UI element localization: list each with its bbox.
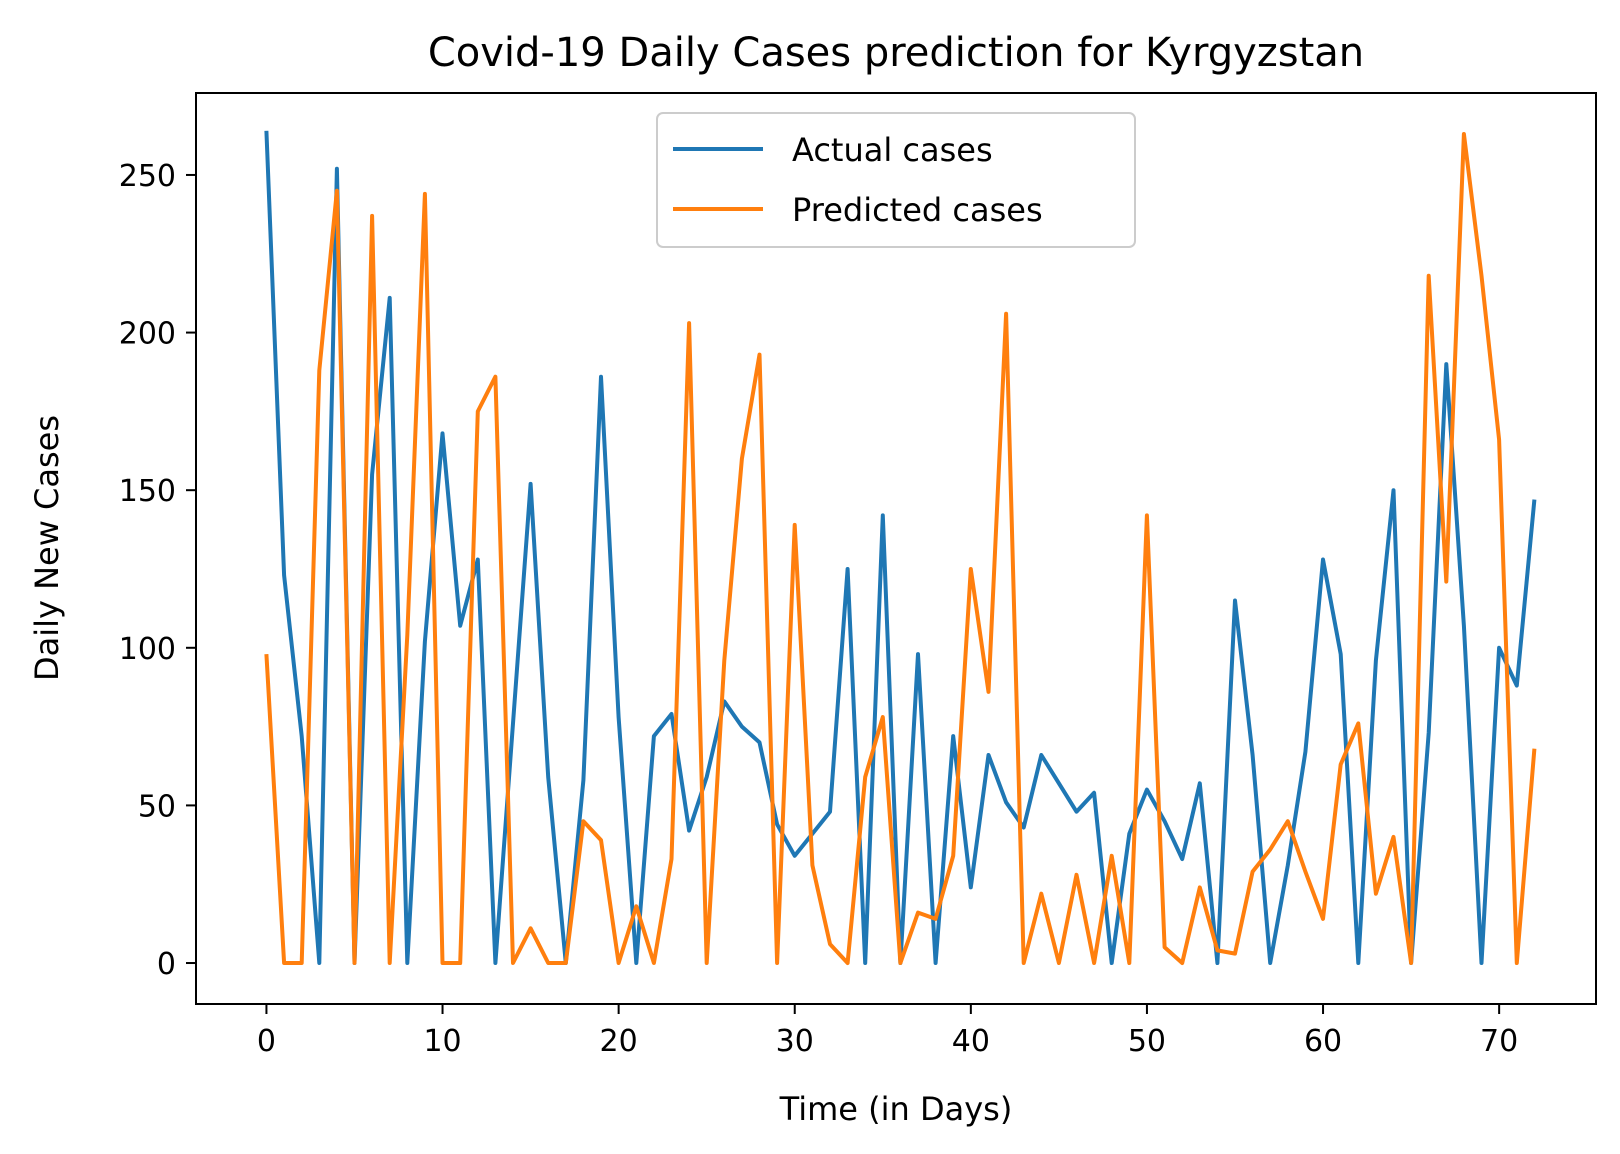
x-tick-label: 0 [257, 1024, 276, 1059]
x-tick-label: 30 [776, 1024, 814, 1059]
legend-label-actual: Actual cases [792, 131, 993, 169]
y-tick-label: 200 [119, 317, 176, 352]
chart-title: Covid-19 Daily Cases prediction for Kyrg… [428, 30, 1364, 76]
y-tick-label: 50 [138, 789, 176, 824]
legend-label-predicted: Predicted cases [792, 191, 1043, 229]
y-tick-label: 100 [119, 632, 176, 667]
x-tick-label: 70 [1480, 1024, 1518, 1059]
y-axis-label: Daily New Cases [28, 415, 66, 681]
x-tick-label: 10 [423, 1024, 461, 1059]
x-axis-label: Time (in Days) [779, 1090, 1013, 1128]
x-tick-label: 20 [600, 1024, 638, 1059]
series-line-predicted [264, 132, 1537, 965]
x-tick-label: 60 [1304, 1024, 1342, 1059]
legend-box [656, 112, 1136, 248]
legend: Actual cases Predicted cases [656, 112, 1136, 248]
x-axis: 0 10 20 30 40 50 60 70 [257, 1004, 1518, 1059]
plot-area [264, 130, 1537, 965]
series-line-actual [264, 130, 1537, 965]
plot-frame [195, 92, 1597, 1005]
y-tick-label: 150 [119, 474, 176, 509]
x-tick-label: 50 [1128, 1024, 1166, 1059]
x-tick-label: 40 [952, 1024, 990, 1059]
y-tick-label: 250 [119, 159, 176, 194]
y-tick-label: 0 [157, 947, 176, 982]
y-axis: 0 50 100 150 200 250 [119, 159, 196, 982]
